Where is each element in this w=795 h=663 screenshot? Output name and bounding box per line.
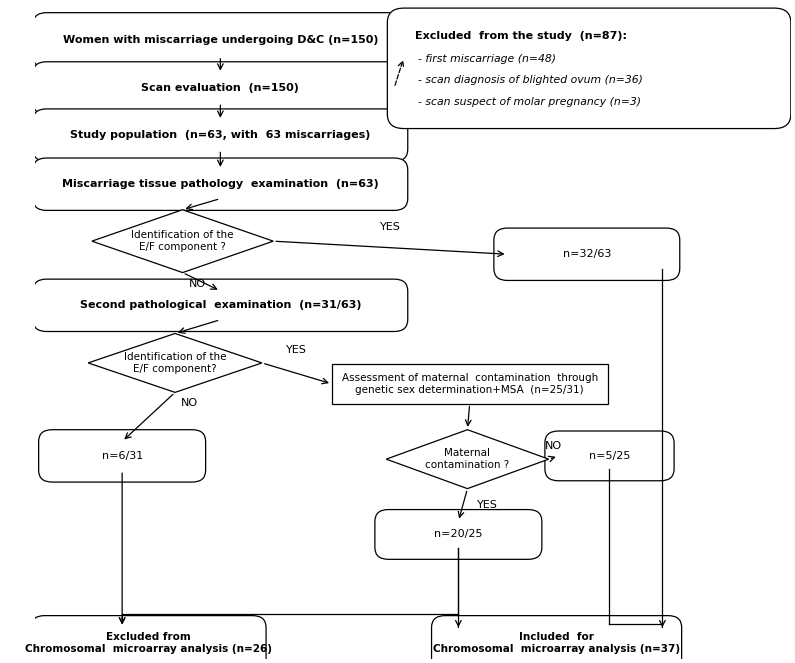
FancyBboxPatch shape bbox=[332, 364, 607, 404]
FancyBboxPatch shape bbox=[387, 8, 791, 129]
FancyBboxPatch shape bbox=[494, 228, 680, 280]
Text: - first miscarriage (n=48): - first miscarriage (n=48) bbox=[417, 54, 556, 64]
Text: Miscarriage tissue pathology  examination  (n=63): Miscarriage tissue pathology examination… bbox=[62, 179, 378, 189]
Text: Excluded from
Chromosomal  microarray analysis (n=26): Excluded from Chromosomal microarray ana… bbox=[25, 633, 272, 654]
Text: NO: NO bbox=[545, 442, 562, 452]
Text: - scan diagnosis of blighted ovum (n=36): - scan diagnosis of blighted ovum (n=36) bbox=[417, 75, 642, 85]
Text: YES: YES bbox=[380, 222, 401, 232]
FancyBboxPatch shape bbox=[33, 279, 408, 332]
FancyBboxPatch shape bbox=[33, 62, 408, 114]
Text: n=5/25: n=5/25 bbox=[589, 451, 630, 461]
Polygon shape bbox=[386, 430, 549, 489]
Text: Scan evaluation  (n=150): Scan evaluation (n=150) bbox=[142, 83, 299, 93]
FancyBboxPatch shape bbox=[33, 158, 408, 210]
Text: Identification of the
E/F component?: Identification of the E/F component? bbox=[124, 352, 227, 374]
Text: Study population  (n=63, with  63 miscarriages): Study population (n=63, with 63 miscarri… bbox=[70, 130, 370, 140]
Text: Assessment of maternal  contamination  through
genetic sex determination+MSA  (n: Assessment of maternal contamination thr… bbox=[342, 373, 598, 394]
FancyBboxPatch shape bbox=[31, 616, 266, 663]
FancyBboxPatch shape bbox=[39, 430, 206, 482]
FancyBboxPatch shape bbox=[432, 616, 681, 663]
Text: n=20/25: n=20/25 bbox=[434, 530, 483, 540]
Text: NO: NO bbox=[181, 398, 198, 408]
Text: n=6/31: n=6/31 bbox=[102, 451, 143, 461]
Text: n=32/63: n=32/63 bbox=[563, 249, 611, 259]
Polygon shape bbox=[92, 210, 273, 272]
Text: YES: YES bbox=[286, 345, 308, 355]
FancyBboxPatch shape bbox=[375, 510, 542, 560]
Text: Excluded  from the study  (n=87):: Excluded from the study (n=87): bbox=[415, 30, 627, 40]
FancyBboxPatch shape bbox=[33, 109, 408, 161]
Text: Women with miscarriage undergoing D&C (n=150): Women with miscarriage undergoing D&C (n… bbox=[63, 35, 378, 45]
Text: NO: NO bbox=[188, 279, 206, 289]
Polygon shape bbox=[88, 333, 262, 392]
Text: Second pathological  examination  (n=31/63): Second pathological examination (n=31/63… bbox=[80, 300, 361, 310]
Text: YES: YES bbox=[476, 500, 498, 510]
Text: Identification of the
E/F component ?: Identification of the E/F component ? bbox=[131, 230, 234, 252]
Text: - scan suspect of molar pregnancy (n=3): - scan suspect of molar pregnancy (n=3) bbox=[417, 97, 641, 107]
FancyBboxPatch shape bbox=[545, 431, 674, 481]
Text: Maternal
contamination ?: Maternal contamination ? bbox=[425, 448, 510, 470]
FancyBboxPatch shape bbox=[33, 13, 408, 68]
Text: Included  for
Chromosomal  microarray analysis (n=37): Included for Chromosomal microarray anal… bbox=[433, 633, 681, 654]
